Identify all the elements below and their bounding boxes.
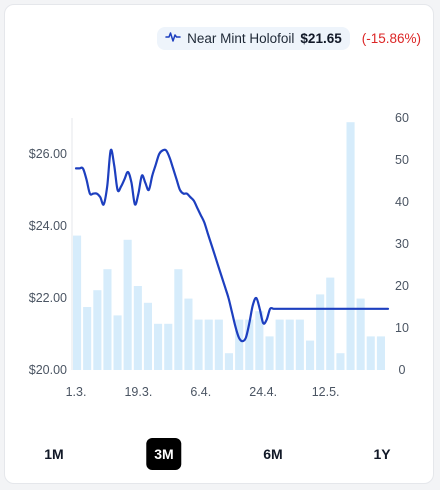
x-tick-label: 1.3. xyxy=(66,385,87,399)
volume-bar xyxy=(366,336,375,370)
y-left-tick-label: $24.00 xyxy=(29,219,67,233)
volume-bar xyxy=(316,294,325,370)
range-button-3m[interactable]: 3M xyxy=(146,438,182,470)
volume-bar xyxy=(275,319,284,370)
volume-bar xyxy=(285,319,294,370)
volume-bar xyxy=(295,319,304,370)
volume-bar xyxy=(224,353,233,370)
volume-bar xyxy=(133,286,142,370)
volume-bar xyxy=(123,239,132,370)
x-tick-label: 12.5. xyxy=(312,385,340,399)
current-price: $21.65 xyxy=(300,30,342,46)
range-selector: 1M 3M 6M 1Y xyxy=(5,438,435,478)
y-right-tick-label: 10 xyxy=(395,321,409,335)
volume-bar xyxy=(214,319,223,370)
volume-bar xyxy=(154,323,163,370)
price-volume-chart: $20.00 $22.00 $24.00 $26.00 0 10 20 30 40 50 60 1.3… xyxy=(29,111,409,399)
series-name: Near Mint Holofoil xyxy=(187,30,295,46)
price-line xyxy=(74,148,390,343)
price-change: (-15.86%) xyxy=(361,30,421,46)
volume-bar xyxy=(83,307,92,370)
y-left-tick-label: $22.00 xyxy=(29,291,67,305)
x-tick-label: 24.4. xyxy=(249,385,277,399)
volume-bar xyxy=(245,319,254,370)
volume-bar xyxy=(103,269,112,370)
volume-bar xyxy=(356,298,365,370)
y-right-tick-label: 60 xyxy=(395,111,409,125)
y-left-tick-label: $26.00 xyxy=(29,147,67,161)
x-tick-label: 19.3. xyxy=(124,385,152,399)
volume-bar xyxy=(184,298,193,370)
volume-bar xyxy=(174,269,183,370)
price-history-card: Near Mint Holofoil $21.65 (-15.86%) $20.… xyxy=(4,4,434,484)
y-right-tick-label: 40 xyxy=(395,195,409,209)
volume-bar xyxy=(164,323,173,370)
y-right-tick-label: 30 xyxy=(395,237,409,251)
range-button-1y[interactable]: 1Y xyxy=(373,446,391,462)
volume-bar xyxy=(255,311,264,370)
y-left-tick-label: $20.00 xyxy=(29,363,67,377)
range-button-1m[interactable]: 1M xyxy=(44,446,64,462)
chart-legend: Near Mint Holofoil $21.65 (-15.86%) xyxy=(157,23,421,53)
volume-bar xyxy=(204,319,213,370)
y-right-tick-label: 0 xyxy=(399,363,406,377)
volume-bar xyxy=(235,319,244,370)
volume-bar xyxy=(73,235,82,370)
volume-bar xyxy=(194,319,203,370)
line-chart-icon xyxy=(165,31,181,46)
y-right-tick-label: 50 xyxy=(395,153,409,167)
volume-bar xyxy=(143,302,152,370)
volume-bar xyxy=(93,290,102,370)
y-right-tick-label: 20 xyxy=(395,279,409,293)
volume-bar xyxy=(265,336,274,370)
volume-bar xyxy=(376,336,385,370)
volume-bar xyxy=(346,122,355,370)
x-tick-label: 6.4. xyxy=(190,385,211,399)
series-pill[interactable]: Near Mint Holofoil $21.65 xyxy=(157,26,350,50)
volume-bar xyxy=(326,277,335,370)
volume-bar xyxy=(336,353,345,370)
range-button-6m[interactable]: 6M xyxy=(263,446,283,462)
volume-bar xyxy=(306,340,315,370)
volume-bar xyxy=(113,315,122,370)
